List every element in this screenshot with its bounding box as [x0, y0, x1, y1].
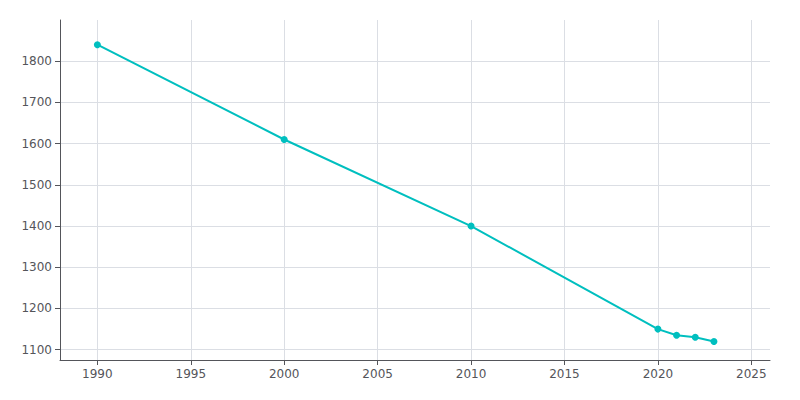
svg-text:2010: 2010: [456, 367, 487, 381]
svg-text:1500: 1500: [21, 178, 52, 192]
svg-text:2005: 2005: [362, 367, 393, 381]
svg-text:1100: 1100: [21, 343, 52, 357]
svg-text:2000: 2000: [269, 367, 300, 381]
svg-text:1995: 1995: [176, 367, 207, 381]
svg-text:1990: 1990: [82, 367, 113, 381]
svg-text:2020: 2020: [643, 367, 674, 381]
svg-text:1300: 1300: [21, 260, 52, 274]
svg-text:2015: 2015: [549, 367, 580, 381]
svg-text:1200: 1200: [21, 301, 52, 315]
svg-text:1600: 1600: [21, 137, 52, 151]
svg-text:1800: 1800: [21, 54, 52, 68]
svg-text:1700: 1700: [21, 95, 52, 109]
svg-text:1400: 1400: [21, 219, 52, 233]
svg-text:2025: 2025: [736, 367, 767, 381]
